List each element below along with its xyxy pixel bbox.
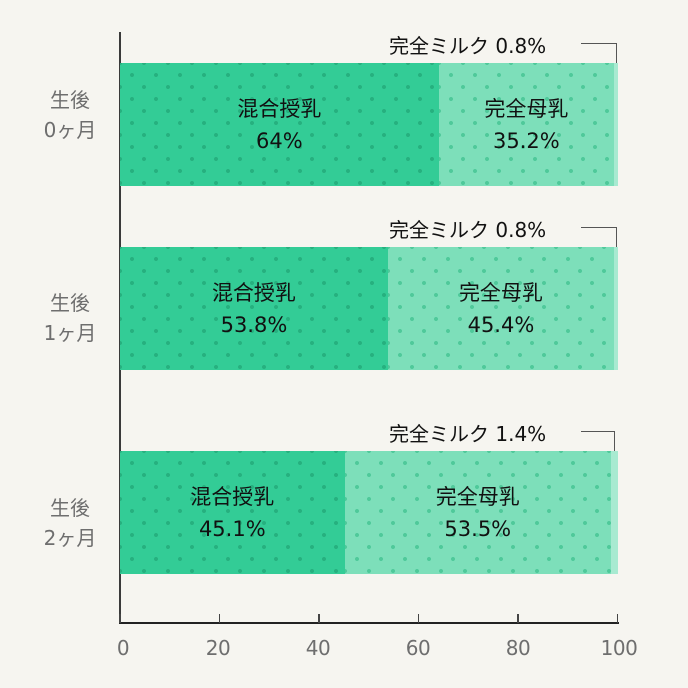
segment-value: 35.2%: [492, 128, 560, 153]
formula-callout-label: 完全ミルク 0.8%: [389, 34, 547, 58]
segment-exclusive-breastfeeding: 完全母乳 53.5%: [344, 451, 611, 574]
segment-name: 完全母乳: [435, 484, 520, 509]
row-label-line1: 生後: [50, 291, 90, 315]
row-label-0-months: 生後 0ヶ月: [30, 85, 110, 145]
callout-leader-line: [616, 227, 617, 247]
segment-exclusive-formula: [614, 63, 618, 186]
callout-leader-line: [616, 43, 617, 63]
segment-name: 混合授乳: [211, 280, 296, 305]
x-tick-60: [417, 614, 419, 623]
segment-exclusive-formula: [611, 451, 618, 574]
row-label-1-month: 生後 1ヶ月: [30, 288, 110, 348]
x-tick-100: [616, 614, 618, 623]
segment-value: 45.4%: [467, 312, 535, 337]
formula-callout-label: 完全ミルク 1.4%: [389, 422, 547, 446]
row-label-line1: 生後: [50, 496, 90, 520]
segment-exclusive-breastfeeding: 完全母乳 45.4%: [387, 247, 614, 370]
bar-2-months: 混合授乳 45.1% 完全母乳 53.5%: [120, 451, 618, 574]
segment-value: 53.5%: [444, 516, 512, 541]
segment-value: 45.1%: [198, 516, 266, 541]
segment-mixed-feeding: 混合授乳 53.8%: [120, 247, 388, 370]
callout-leader-line: [614, 431, 615, 451]
segment-name: 混合授乳: [237, 96, 322, 121]
row-label-line1: 生後: [50, 88, 90, 112]
formula-callout-label: 完全ミルク 0.8%: [389, 218, 547, 242]
x-tick-label: 40: [305, 636, 331, 660]
row-label-line2: 1ヶ月: [43, 321, 97, 345]
segment-value: 64%: [256, 128, 303, 153]
x-tick-label: 100: [600, 636, 638, 660]
bar-1-month: 混合授乳 53.8% 完全母乳 45.4%: [120, 247, 618, 370]
row-label-line2: 0ヶ月: [43, 118, 97, 142]
segment-mixed-feeding: 混合授乳 45.1%: [120, 451, 345, 574]
callout-leader-line: [581, 431, 615, 432]
bar-0-months: 混合授乳 64% 完全母乳 35.2%: [120, 63, 618, 186]
segment-name: 混合授乳: [190, 484, 275, 509]
x-tick-80: [517, 614, 519, 623]
segment-name: 完全母乳: [484, 96, 569, 121]
x-tick-label: 20: [205, 636, 231, 660]
x-tick-20: [218, 614, 220, 623]
segment-mixed-feeding: 混合授乳 64%: [120, 63, 439, 186]
x-tick-label: 80: [505, 636, 531, 660]
row-label-2-months: 生後 2ヶ月: [30, 493, 110, 553]
x-tick-label: 60: [405, 636, 431, 660]
segment-exclusive-breastfeeding: 完全母乳 35.2%: [438, 63, 614, 186]
segment-name: 完全母乳: [458, 280, 543, 305]
segment-exclusive-formula: [614, 247, 618, 370]
x-tick-0: [119, 614, 121, 623]
segment-value: 53.8%: [220, 312, 288, 337]
callout-leader-line: [581, 227, 616, 228]
x-tick-40: [318, 614, 320, 623]
row-label-line2: 2ヶ月: [43, 526, 97, 550]
x-tick-label: 0: [116, 636, 130, 660]
callout-leader-line: [581, 43, 616, 44]
x-axis-line: [119, 622, 619, 624]
